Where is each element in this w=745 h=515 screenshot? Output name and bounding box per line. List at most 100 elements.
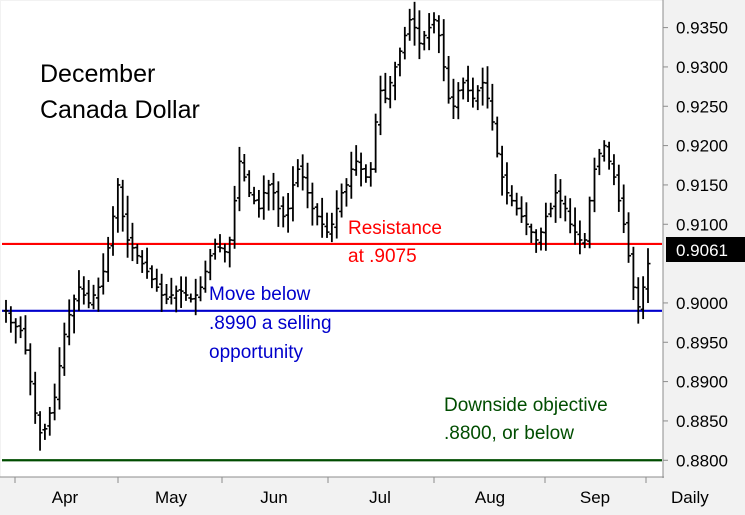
price-bar (32, 371, 38, 424)
price-bar (193, 278, 199, 316)
price-bar (236, 146, 242, 212)
price-bar (125, 195, 131, 258)
y-tick-label: 0.8900 (676, 373, 728, 392)
price-bar (548, 202, 554, 218)
x-tick-label: May (155, 488, 188, 507)
price-bar (149, 265, 155, 289)
price-bar (460, 77, 466, 100)
price-bar (18, 316, 24, 339)
price-bar (392, 61, 398, 101)
x-tick-label: Aug (475, 488, 505, 507)
price-bar (572, 207, 578, 245)
last-price-label: 0.9061 (676, 241, 728, 260)
price-bar (397, 47, 403, 77)
price-bars (3, 1, 651, 451)
level-lines (2, 242, 662, 462)
price-bar (309, 182, 315, 226)
price-bar (173, 285, 179, 313)
price-bar (387, 76, 393, 109)
price-bar (37, 411, 43, 451)
price-bar (42, 423, 48, 440)
price-bar (363, 164, 369, 183)
objective-label-line-2: .8800, or below (444, 423, 574, 444)
price-bar (227, 236, 233, 268)
price-bar (504, 162, 510, 205)
price-bar (407, 8, 413, 41)
price-bar (528, 223, 534, 243)
price-bar (110, 206, 116, 256)
price-bar (134, 243, 140, 264)
y-tick-label: 0.9000 (676, 294, 728, 313)
price-bar (168, 277, 174, 305)
price-bar (592, 157, 597, 213)
price-bar (562, 195, 568, 222)
price-bar (499, 145, 505, 196)
price-bar (587, 196, 593, 249)
price-bar (217, 234, 223, 253)
price-bar (22, 315, 28, 355)
price-bar (251, 186, 257, 205)
price-bar (455, 82, 461, 120)
price-bar (280, 196, 286, 228)
price-bar (577, 220, 583, 255)
price-bar (61, 322, 67, 376)
price-bar (71, 294, 77, 334)
price-bar (640, 276, 646, 320)
last-price-badge-bg (666, 237, 745, 262)
price-bar (305, 162, 311, 209)
price-bar (489, 83, 495, 131)
price-bar (139, 250, 145, 273)
x-axis-ticks: Apr May Jun Jul Aug Sep (14, 477, 647, 507)
chart-title-line-2: Canada Dollar (40, 96, 200, 124)
x-tick-label: Sep (580, 488, 610, 507)
price-bar (232, 185, 238, 249)
price-bar (266, 179, 272, 211)
price-bar (198, 276, 204, 302)
price-bar (241, 153, 247, 182)
price-bar (314, 203, 320, 226)
price-bar (494, 116, 500, 158)
price-bar (115, 178, 121, 233)
price-bar (621, 184, 627, 234)
price-bar (416, 10, 422, 60)
price-bar (339, 183, 345, 218)
price-bar (557, 179, 563, 219)
price-bar (120, 179, 126, 232)
price-bar (154, 268, 160, 292)
price-bar (256, 189, 262, 218)
price-bar (582, 232, 588, 249)
price-bar (324, 212, 330, 238)
price-bar (373, 113, 379, 173)
price-bar (164, 283, 169, 305)
price-bar (246, 170, 252, 198)
price-bar (275, 181, 281, 227)
price-bar (353, 145, 359, 176)
price-bar (271, 172, 276, 211)
price-bar (543, 202, 549, 251)
price-bar (421, 30, 427, 51)
support-label-line-3: opportunity (209, 342, 304, 363)
price-bar (343, 178, 349, 207)
price-bar (368, 162, 374, 187)
x-axis-interval-label: Daily (671, 488, 709, 507)
price-bar (222, 243, 228, 263)
price-bar (334, 190, 340, 239)
price-bar (626, 212, 632, 263)
price-bar (86, 280, 92, 309)
price-bar (630, 246, 636, 301)
price-bar (144, 247, 150, 279)
y-tick-label: 0.9300 (676, 58, 728, 77)
price-bar (348, 151, 354, 199)
price-bar (129, 222, 135, 262)
price-bar (81, 276, 87, 305)
price-bar (523, 202, 529, 236)
price-bar (601, 140, 607, 162)
x-tick-label: Jun (260, 488, 287, 507)
price-bar (183, 276, 189, 301)
price-bar (91, 284, 97, 310)
x-tick-label: Apr (52, 488, 79, 507)
price-bar (76, 270, 82, 312)
price-bar (285, 192, 291, 233)
price-bar (47, 406, 53, 436)
